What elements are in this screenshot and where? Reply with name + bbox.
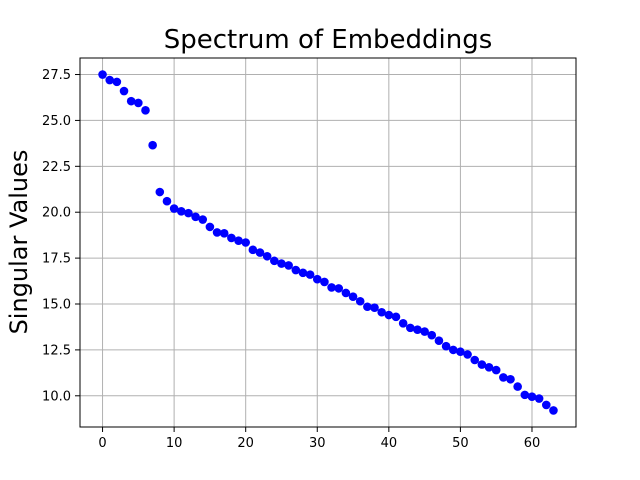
data-point bbox=[148, 140, 157, 150]
data-point bbox=[377, 307, 386, 317]
data-point bbox=[355, 296, 365, 306]
data-point bbox=[98, 70, 107, 79]
data-point bbox=[126, 96, 136, 106]
y-axis-label: Singular Values bbox=[5, 150, 33, 335]
x-axis-ticks: 0 10 20 30 40 50 60 bbox=[98, 427, 540, 451]
data-point bbox=[463, 350, 472, 359]
data-point bbox=[420, 327, 429, 336]
y-tick-label: 27.5 bbox=[42, 68, 71, 83]
y-tick-label: 25.0 bbox=[42, 114, 71, 129]
data-point bbox=[176, 206, 186, 216]
data-points bbox=[98, 70, 558, 415]
data-point bbox=[534, 394, 544, 403]
data-point bbox=[491, 365, 501, 375]
y-tick-label: 10.0 bbox=[42, 389, 71, 404]
grid-lines bbox=[80, 58, 576, 427]
x-tick-label: 50 bbox=[452, 436, 469, 451]
data-point bbox=[427, 330, 437, 340]
y-tick-label: 12.5 bbox=[42, 343, 71, 358]
x-tick-label: 10 bbox=[166, 436, 183, 451]
data-point bbox=[541, 400, 551, 410]
data-point bbox=[348, 292, 358, 301]
data-point bbox=[406, 323, 415, 333]
data-point bbox=[327, 283, 336, 292]
y-tick-label: 20.0 bbox=[42, 206, 71, 221]
data-point bbox=[398, 318, 408, 328]
data-point bbox=[549, 406, 558, 415]
y-axis-ticks: 10.0 12.5 15.0 17.5 20.0 22.5 25.0 27.5 bbox=[42, 68, 80, 404]
data-point bbox=[112, 77, 122, 87]
data-point bbox=[169, 204, 179, 213]
data-point bbox=[477, 360, 487, 369]
data-point bbox=[284, 261, 293, 270]
data-point bbox=[212, 228, 222, 237]
data-point bbox=[312, 274, 322, 284]
data-point bbox=[520, 390, 530, 400]
data-point bbox=[434, 336, 444, 346]
x-tick-label: 20 bbox=[237, 436, 254, 451]
y-tick-label: 17.5 bbox=[42, 252, 71, 267]
data-point bbox=[363, 302, 372, 312]
data-point bbox=[506, 374, 515, 384]
data-point bbox=[320, 277, 329, 287]
data-point bbox=[470, 355, 480, 365]
x-tick-label: 0 bbox=[98, 436, 106, 451]
data-point bbox=[241, 238, 250, 247]
data-point bbox=[155, 187, 165, 197]
chart-title: Spectrum of Embeddings bbox=[164, 25, 493, 55]
data-point bbox=[198, 215, 208, 224]
data-point bbox=[513, 382, 522, 391]
data-point bbox=[341, 288, 351, 298]
data-point bbox=[205, 222, 215, 232]
x-tick-label: 30 bbox=[309, 436, 326, 451]
plot-area-frame bbox=[79, 57, 577, 428]
data-point bbox=[298, 268, 308, 278]
data-point bbox=[270, 256, 279, 266]
data-point bbox=[334, 284, 344, 293]
data-point bbox=[413, 325, 422, 335]
data-point bbox=[191, 212, 200, 222]
data-point bbox=[456, 347, 465, 357]
data-point bbox=[234, 236, 243, 245]
x-tick-label: 60 bbox=[524, 436, 541, 451]
data-point bbox=[291, 265, 301, 275]
data-point bbox=[277, 259, 286, 268]
data-point bbox=[384, 310, 394, 320]
data-point bbox=[391, 312, 401, 322]
data-point bbox=[370, 303, 379, 312]
data-point bbox=[255, 248, 265, 257]
data-point bbox=[305, 270, 315, 279]
y-tick-label: 15.0 bbox=[42, 298, 71, 313]
data-point bbox=[227, 233, 236, 243]
data-point bbox=[448, 345, 458, 355]
data-point bbox=[184, 208, 193, 218]
data-point bbox=[219, 229, 229, 238]
x-tick-label: 40 bbox=[381, 436, 398, 451]
y-tick-label: 22.5 bbox=[42, 160, 71, 175]
data-point bbox=[484, 363, 494, 372]
data-point bbox=[262, 251, 272, 261]
data-point bbox=[105, 75, 115, 85]
data-point bbox=[162, 196, 172, 206]
data-point bbox=[134, 98, 143, 108]
data-point bbox=[441, 341, 451, 351]
data-point bbox=[141, 106, 150, 115]
data-point bbox=[248, 245, 258, 255]
data-point bbox=[527, 392, 537, 402]
data-point bbox=[119, 86, 129, 96]
data-point bbox=[499, 373, 508, 382]
